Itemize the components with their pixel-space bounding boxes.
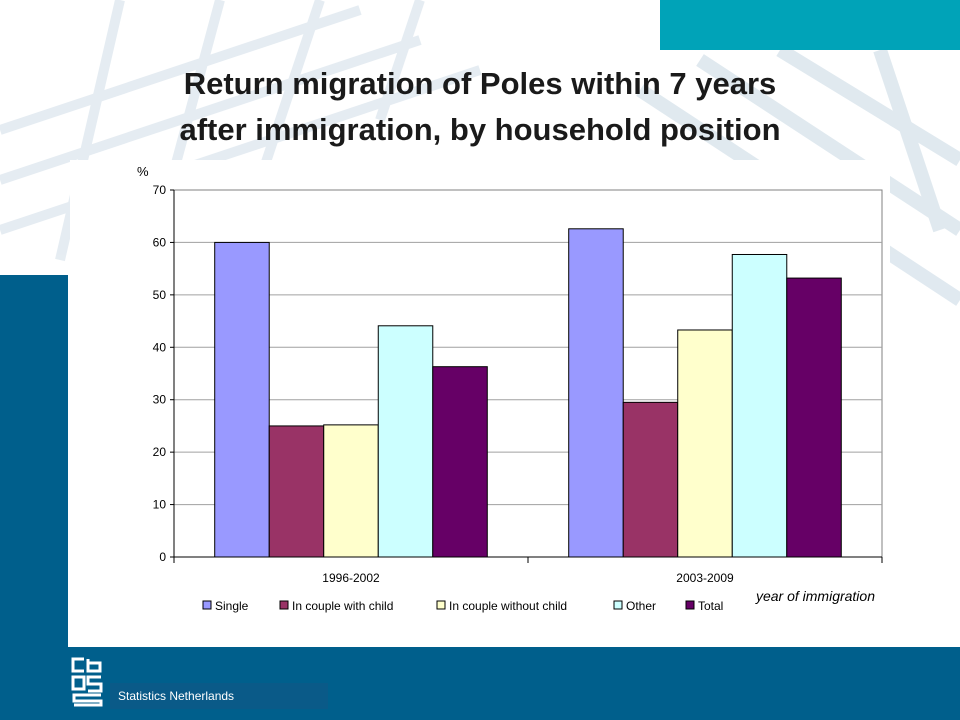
legend-label: Other: [626, 599, 656, 613]
y-tick-label: 10: [153, 498, 167, 512]
y-tick-label: 50: [153, 288, 167, 302]
bar-5-1: [432, 366, 488, 558]
y-tick-label: 40: [153, 340, 167, 354]
title-line-1: Return migration of Poles within 7 years: [183, 66, 777, 101]
bar-4-2: [731, 253, 788, 558]
bar-1-1: [214, 241, 270, 558]
legend-swatch: [685, 600, 695, 610]
title-line-2: after immigration, by household position: [179, 112, 781, 147]
bar-3-2: [677, 329, 733, 558]
legend-swatch: [202, 600, 212, 610]
legend-swatch: [279, 600, 289, 610]
y-tick-label: 30: [153, 393, 167, 407]
bar-4-1: [377, 325, 434, 558]
accent-block: [660, 0, 960, 50]
legend: Single In couple with child In couple with…: [202, 599, 723, 613]
y-tick-label: 20: [153, 445, 167, 459]
bars: [214, 228, 842, 558]
legend-label: In couple without child: [449, 599, 567, 613]
x-axis-title: year of immigration: [755, 588, 875, 604]
legend-label: Single: [215, 599, 249, 613]
y-axis-unit: %: [137, 164, 149, 179]
legend-swatch: [436, 600, 446, 610]
bar-2-2: [622, 401, 679, 558]
bar-2-1: [268, 425, 325, 558]
y-tick-label: 70: [153, 183, 167, 197]
footer-box: [110, 683, 328, 709]
bar-5-2: [786, 277, 842, 558]
footer-org-name: Statistics Netherlands: [118, 689, 235, 703]
cbs-logo: [71, 657, 103, 707]
legend-label: In couple with child: [292, 599, 393, 613]
y-tick-label: 60: [153, 235, 167, 249]
bar-3-1: [323, 424, 379, 558]
legend-swatch: [613, 600, 623, 610]
axes: 0 10 20 30 40 50 60 70 1996-2002 2003-2009: [153, 183, 883, 585]
left-band: [0, 275, 68, 647]
x-category-label: 1996-2002: [322, 571, 380, 585]
bar-1-2: [568, 228, 624, 558]
x-category-label: 2003-2009: [676, 571, 734, 585]
legend-label: Total: [698, 599, 723, 613]
y-tick-label: 0: [159, 550, 166, 564]
